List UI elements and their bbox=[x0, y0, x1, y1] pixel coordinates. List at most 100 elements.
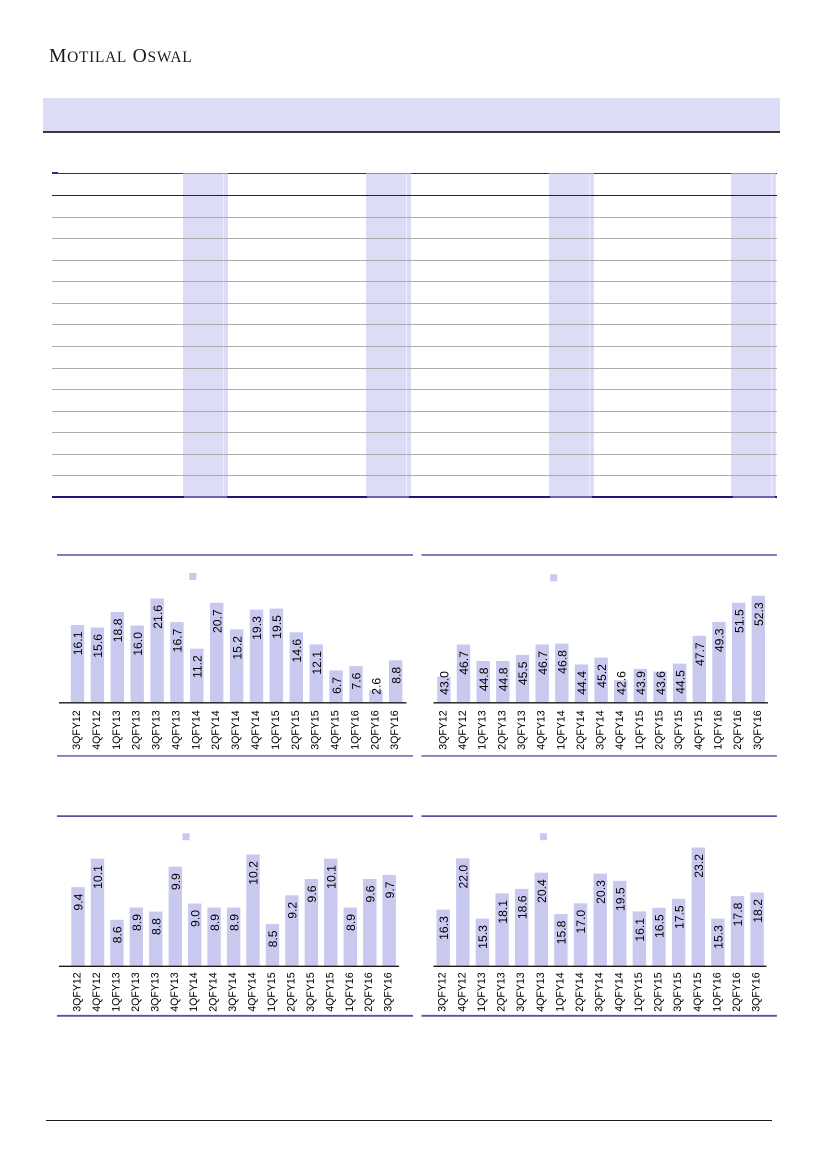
svg-text:2QFY16: 2QFY16 bbox=[369, 710, 381, 750]
svg-text:44.8: 44.8 bbox=[477, 667, 491, 691]
svg-text:18.6: 18.6 bbox=[515, 895, 529, 919]
svg-text:3QFY16: 3QFY16 bbox=[389, 710, 401, 750]
svg-text:21.6: 21.6 bbox=[151, 605, 165, 629]
svg-text:3QFY14: 3QFY14 bbox=[595, 710, 607, 750]
svg-text:1QFY16: 1QFY16 bbox=[711, 972, 723, 1012]
svg-text:3QFY13: 3QFY13 bbox=[151, 710, 163, 750]
svg-text:16.1: 16.1 bbox=[71, 631, 85, 655]
svg-text:2QFY13: 2QFY13 bbox=[131, 710, 143, 750]
svg-text:20.4: 20.4 bbox=[535, 879, 549, 903]
svg-text:1QFY15: 1QFY15 bbox=[266, 972, 278, 1012]
svg-text:3QFY16: 3QFY16 bbox=[752, 710, 764, 750]
svg-text:4QFY13: 4QFY13 bbox=[536, 710, 548, 750]
svg-text:3QFY12: 3QFY12 bbox=[437, 710, 449, 750]
svg-text:18.1: 18.1 bbox=[496, 900, 510, 924]
svg-text:3QFY13: 3QFY13 bbox=[515, 972, 527, 1012]
svg-text:2QFY16: 2QFY16 bbox=[363, 972, 375, 1012]
svg-text:2QFY14: 2QFY14 bbox=[210, 710, 222, 750]
svg-text:9.7: 9.7 bbox=[383, 881, 397, 898]
svg-text:9.6: 9.6 bbox=[305, 885, 319, 902]
svg-text:15.6: 15.6 bbox=[91, 634, 105, 658]
svg-text:2QFY16: 2QFY16 bbox=[732, 710, 744, 750]
svg-text:4QFY14: 4QFY14 bbox=[250, 710, 262, 750]
svg-text:2QFY14: 2QFY14 bbox=[574, 972, 586, 1012]
svg-text:3QFY13: 3QFY13 bbox=[516, 710, 528, 750]
svg-text:1QFY16: 1QFY16 bbox=[350, 710, 362, 750]
svg-text:2QFY15: 2QFY15 bbox=[290, 710, 302, 750]
svg-text:4QFY12: 4QFY12 bbox=[91, 710, 103, 750]
svg-text:43.0: 43.0 bbox=[438, 671, 452, 695]
svg-text:1QFY13: 1QFY13 bbox=[110, 972, 122, 1012]
svg-text:16.1: 16.1 bbox=[633, 918, 647, 942]
svg-text:8.5: 8.5 bbox=[266, 930, 280, 947]
svg-text:23.2: 23.2 bbox=[692, 854, 706, 878]
svg-text:1QFY13: 1QFY13 bbox=[476, 972, 488, 1012]
svg-text:4QFY12: 4QFY12 bbox=[457, 710, 469, 750]
svg-text:4QFY15: 4QFY15 bbox=[330, 710, 342, 750]
svg-text:9.2: 9.2 bbox=[286, 902, 300, 919]
svg-text:4QFY14: 4QFY14 bbox=[613, 972, 625, 1012]
svg-text:3QFY15: 3QFY15 bbox=[310, 710, 322, 750]
svg-text:4QFY15: 4QFY15 bbox=[693, 710, 705, 750]
svg-text:4QFY14: 4QFY14 bbox=[247, 972, 259, 1012]
svg-text:45.5: 45.5 bbox=[516, 661, 530, 685]
svg-text:9.9: 9.9 bbox=[169, 873, 183, 890]
svg-text:1QFY13: 1QFY13 bbox=[111, 710, 123, 750]
svg-text:19.5: 19.5 bbox=[614, 887, 628, 911]
svg-text:8.6: 8.6 bbox=[111, 926, 125, 943]
svg-text:49.3: 49.3 bbox=[713, 628, 727, 652]
svg-text:3QFY12: 3QFY12 bbox=[437, 972, 449, 1012]
svg-text:3QFY12: 3QFY12 bbox=[71, 710, 83, 750]
svg-text:46.8: 46.8 bbox=[556, 650, 570, 674]
svg-text:1QFY16: 1QFY16 bbox=[713, 710, 725, 750]
svg-text:3QFY16: 3QFY16 bbox=[383, 972, 395, 1012]
svg-text:46.7: 46.7 bbox=[457, 651, 471, 675]
svg-text:1QFY15: 1QFY15 bbox=[270, 710, 282, 750]
svg-text:43.6: 43.6 bbox=[654, 671, 668, 695]
svg-text:7.6: 7.6 bbox=[350, 672, 364, 689]
svg-text:16.5: 16.5 bbox=[653, 914, 667, 938]
svg-text:16.0: 16.0 bbox=[131, 632, 145, 656]
svg-text:2QFY13: 2QFY13 bbox=[130, 972, 142, 1012]
svg-text:10.1: 10.1 bbox=[91, 865, 105, 889]
svg-text:11.2: 11.2 bbox=[191, 655, 205, 678]
svg-text:18.8: 18.8 bbox=[111, 618, 125, 642]
svg-text:1QFY14: 1QFY14 bbox=[554, 972, 566, 1012]
svg-text:44.4: 44.4 bbox=[575, 671, 589, 695]
svg-text:2QFY15: 2QFY15 bbox=[654, 710, 666, 750]
svg-text:1QFY14: 1QFY14 bbox=[190, 710, 202, 750]
svg-text:3QFY15: 3QFY15 bbox=[673, 710, 685, 750]
svg-text:2QFY16: 2QFY16 bbox=[731, 972, 743, 1012]
svg-text:15.3: 15.3 bbox=[476, 925, 490, 949]
svg-text:14.6: 14.6 bbox=[290, 639, 304, 663]
svg-text:3QFY15: 3QFY15 bbox=[672, 972, 684, 1012]
svg-text:4QFY14: 4QFY14 bbox=[614, 710, 626, 750]
svg-text:15.2: 15.2 bbox=[230, 636, 244, 660]
svg-text:20.7: 20.7 bbox=[210, 609, 224, 633]
svg-text:1QFY16: 1QFY16 bbox=[344, 972, 356, 1012]
svg-text:2QFY15: 2QFY15 bbox=[285, 972, 297, 1012]
svg-text:47.7: 47.7 bbox=[693, 642, 707, 666]
svg-text:16.7: 16.7 bbox=[171, 628, 185, 652]
svg-text:45.2: 45.2 bbox=[595, 664, 609, 688]
svg-text:43.9: 43.9 bbox=[634, 671, 648, 695]
svg-text:44.5: 44.5 bbox=[673, 670, 687, 694]
svg-text:8.8: 8.8 bbox=[150, 918, 164, 935]
svg-text:52.3: 52.3 bbox=[752, 602, 766, 626]
svg-text:9.6: 9.6 bbox=[363, 885, 377, 902]
svg-text:8.9: 8.9 bbox=[227, 914, 241, 931]
svg-text:8.9: 8.9 bbox=[208, 914, 222, 931]
svg-text:17.0: 17.0 bbox=[574, 910, 588, 934]
svg-text:42.6: 42.6 bbox=[615, 671, 629, 695]
svg-text:2QFY15: 2QFY15 bbox=[653, 972, 665, 1012]
svg-text:17.8: 17.8 bbox=[731, 902, 745, 926]
svg-text:19.5: 19.5 bbox=[270, 615, 284, 639]
svg-text:4QFY15: 4QFY15 bbox=[692, 972, 704, 1012]
svg-text:18.2: 18.2 bbox=[751, 899, 765, 923]
svg-text:1QFY15: 1QFY15 bbox=[634, 710, 646, 750]
svg-text:3QFY14: 3QFY14 bbox=[594, 972, 606, 1012]
svg-text:4QFY15: 4QFY15 bbox=[324, 972, 336, 1012]
svg-text:19.3: 19.3 bbox=[250, 616, 264, 640]
svg-text:1QFY15: 1QFY15 bbox=[633, 972, 645, 1012]
svg-text:46.7: 46.7 bbox=[536, 651, 550, 675]
